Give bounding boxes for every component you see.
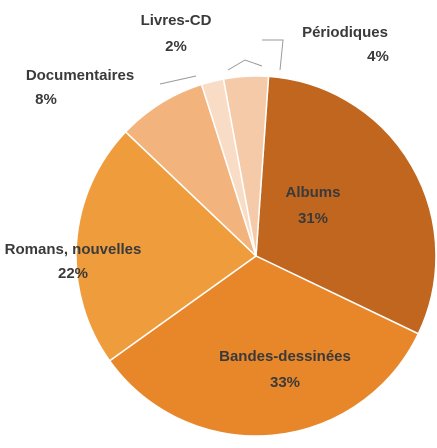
pie-slice — [75, 130, 258, 362]
pie — [75, 75, 437, 437]
pie-slice — [222, 75, 270, 257]
value-label: 4% — [367, 48, 389, 65]
value-label: 22% — [58, 265, 88, 282]
leader-line — [262, 39, 284, 71]
value-label: 31% — [298, 210, 328, 227]
pie-slice — [108, 255, 420, 437]
value-label: 2% — [165, 38, 187, 55]
pie-slice — [124, 83, 257, 257]
category-label: Albums — [285, 184, 340, 201]
category-label: Livres-CD — [141, 12, 212, 29]
category-label: Bandes-dessinées — [219, 348, 351, 365]
leader-line — [159, 75, 197, 85]
leader-line — [227, 59, 263, 71]
pie-slice — [255, 75, 437, 335]
value-label: 8% — [35, 91, 57, 108]
value-label: 33% — [270, 374, 300, 391]
labels: Albums 31% Bandes-dessinées 33% Romans, nouv… — [5, 12, 389, 391]
category-label: Périodiques — [302, 24, 388, 41]
category-label: Documentaires — [26, 67, 134, 84]
category-label: Romans, nouvelles — [5, 241, 142, 258]
